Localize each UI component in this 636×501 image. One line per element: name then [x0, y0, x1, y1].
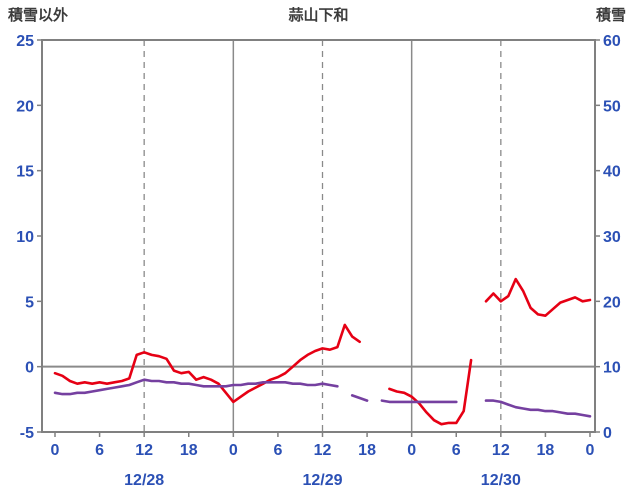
y-right-tick-label: 50 — [603, 98, 621, 115]
y-right-tick-label: 40 — [603, 164, 621, 181]
date-label: 12/30 — [481, 472, 521, 489]
date-label: 12/29 — [302, 472, 342, 489]
y-left-tick-label: 20 — [16, 98, 34, 115]
y-left-tick-label: 15 — [16, 164, 34, 181]
secondary-line — [380, 399, 458, 404]
x-tick-label: 0 — [229, 442, 238, 459]
date-label: 12/28 — [124, 472, 164, 489]
secondary-line — [484, 399, 592, 418]
temperature-line — [388, 358, 473, 426]
x-tick-label: 0 — [51, 442, 60, 459]
x-tick-label: 0 — [586, 442, 595, 459]
x-tick-label: 12 — [492, 442, 510, 459]
y-left-tick-label: 10 — [16, 229, 34, 246]
secondary-line — [350, 394, 369, 402]
x-tick-label: 18 — [358, 442, 376, 459]
x-tick-label: 6 — [452, 442, 461, 459]
y-left-tick-label: 5 — [25, 294, 34, 311]
x-tick-label: 6 — [273, 442, 282, 459]
secondary-line — [53, 378, 339, 396]
x-tick-label: 18 — [180, 442, 198, 459]
y-left-tick-label: -5 — [20, 425, 34, 442]
x-tick-label: 12 — [314, 442, 332, 459]
temperature-line — [53, 323, 362, 404]
y-left-tick-label: 0 — [25, 360, 34, 377]
y-right-tick-label: 10 — [603, 360, 621, 377]
right-axis-title: 積雪 — [595, 7, 626, 24]
chart-title: 蒜山下和 — [288, 7, 349, 24]
x-tick-label: 6 — [95, 442, 104, 459]
y-left-tick-label: 25 — [16, 33, 34, 50]
x-tick-label: 0 — [407, 442, 416, 459]
x-tick-label: 12 — [135, 442, 153, 459]
plot-border — [41, 39, 596, 433]
left-axis-title: 積雪以外 — [8, 7, 69, 24]
y-right-tick-label: 0 — [603, 425, 612, 442]
y-right-tick-label: 30 — [603, 229, 621, 246]
y-right-tick-label: 20 — [603, 294, 621, 311]
y-right-tick-label: 60 — [603, 33, 621, 50]
temperature-line — [484, 277, 592, 318]
x-tick-label: 18 — [537, 442, 555, 459]
